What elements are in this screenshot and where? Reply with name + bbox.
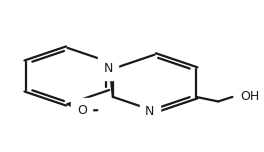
Text: N: N [145, 105, 154, 118]
Text: O: O [77, 104, 87, 117]
Text: N: N [103, 62, 113, 74]
Text: OH: OH [241, 90, 260, 103]
